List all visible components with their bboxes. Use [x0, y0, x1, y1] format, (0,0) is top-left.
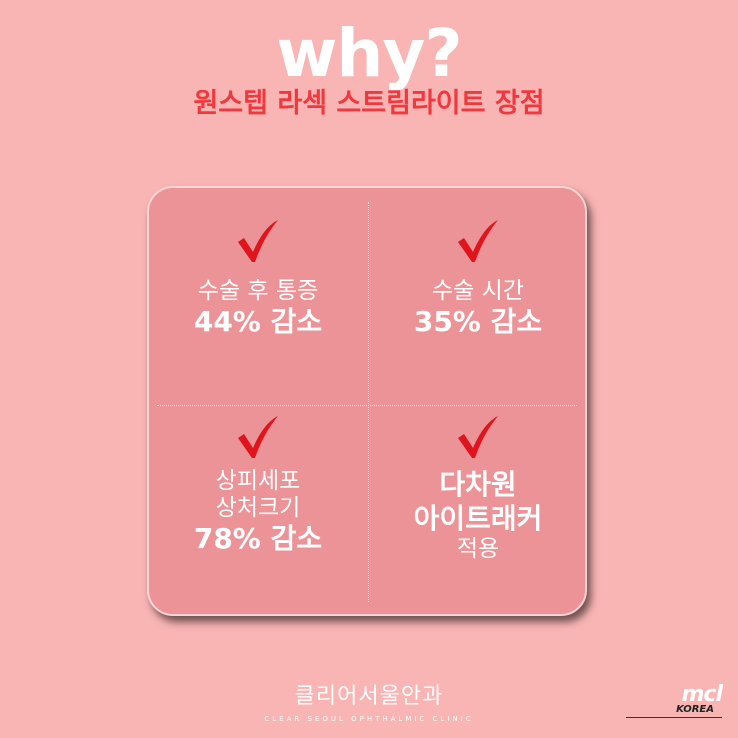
checkmark-icon	[458, 220, 498, 262]
watermark-underline	[626, 717, 722, 718]
headline-why: why?	[276, 15, 462, 92]
clinic-name-logo: 클리어서울안과	[294, 684, 444, 709]
vertical-divider	[368, 202, 369, 602]
benefit-value: 다차원	[439, 468, 517, 501]
benefits-card: 수술 후 통증 44% 감소 수술 시간 35% 감소 상피세포 상처크기 78…	[147, 186, 587, 616]
benefit-wound-size: 상피세포 상처크기 78% 감소	[149, 414, 367, 556]
benefit-label-line: 적용	[456, 536, 500, 562]
mcl-korea-watermark: mcl KOREA	[618, 682, 723, 720]
benefit-value: 35% 감소	[413, 305, 543, 338]
horizontal-divider	[157, 405, 577, 406]
mcl-country: KOREA	[676, 704, 714, 715]
benefit-label-line: 수술 시간	[432, 278, 524, 304]
checkmark-icon	[238, 220, 278, 262]
checkmark-icon	[238, 416, 278, 458]
benefit-value: 아이트래커	[413, 502, 543, 535]
benefit-label-line: 상피세포	[215, 468, 301, 494]
headline-subtitle: 원스텝 라섹 스트림라이트 장점	[193, 88, 545, 119]
benefit-eye-tracker: 다차원 아이트래커 적용	[369, 414, 587, 563]
clinic-english-name: CLEAR SEOUL OPHTHALMIC CLINIC	[264, 715, 474, 723]
benefit-surgery-time: 수술 시간 35% 감소	[369, 218, 587, 339]
mcl-mark: mcl	[681, 682, 723, 707]
benefit-label-line: 상처크기	[215, 495, 301, 521]
benefit-value: 78% 감소	[193, 522, 323, 555]
checkmark-icon	[458, 416, 498, 458]
benefit-value: 44% 감소	[193, 305, 323, 338]
benefit-pain-reduction: 수술 후 통증 44% 감소	[149, 218, 367, 339]
benefit-label-line: 수술 후 통증	[197, 278, 319, 304]
